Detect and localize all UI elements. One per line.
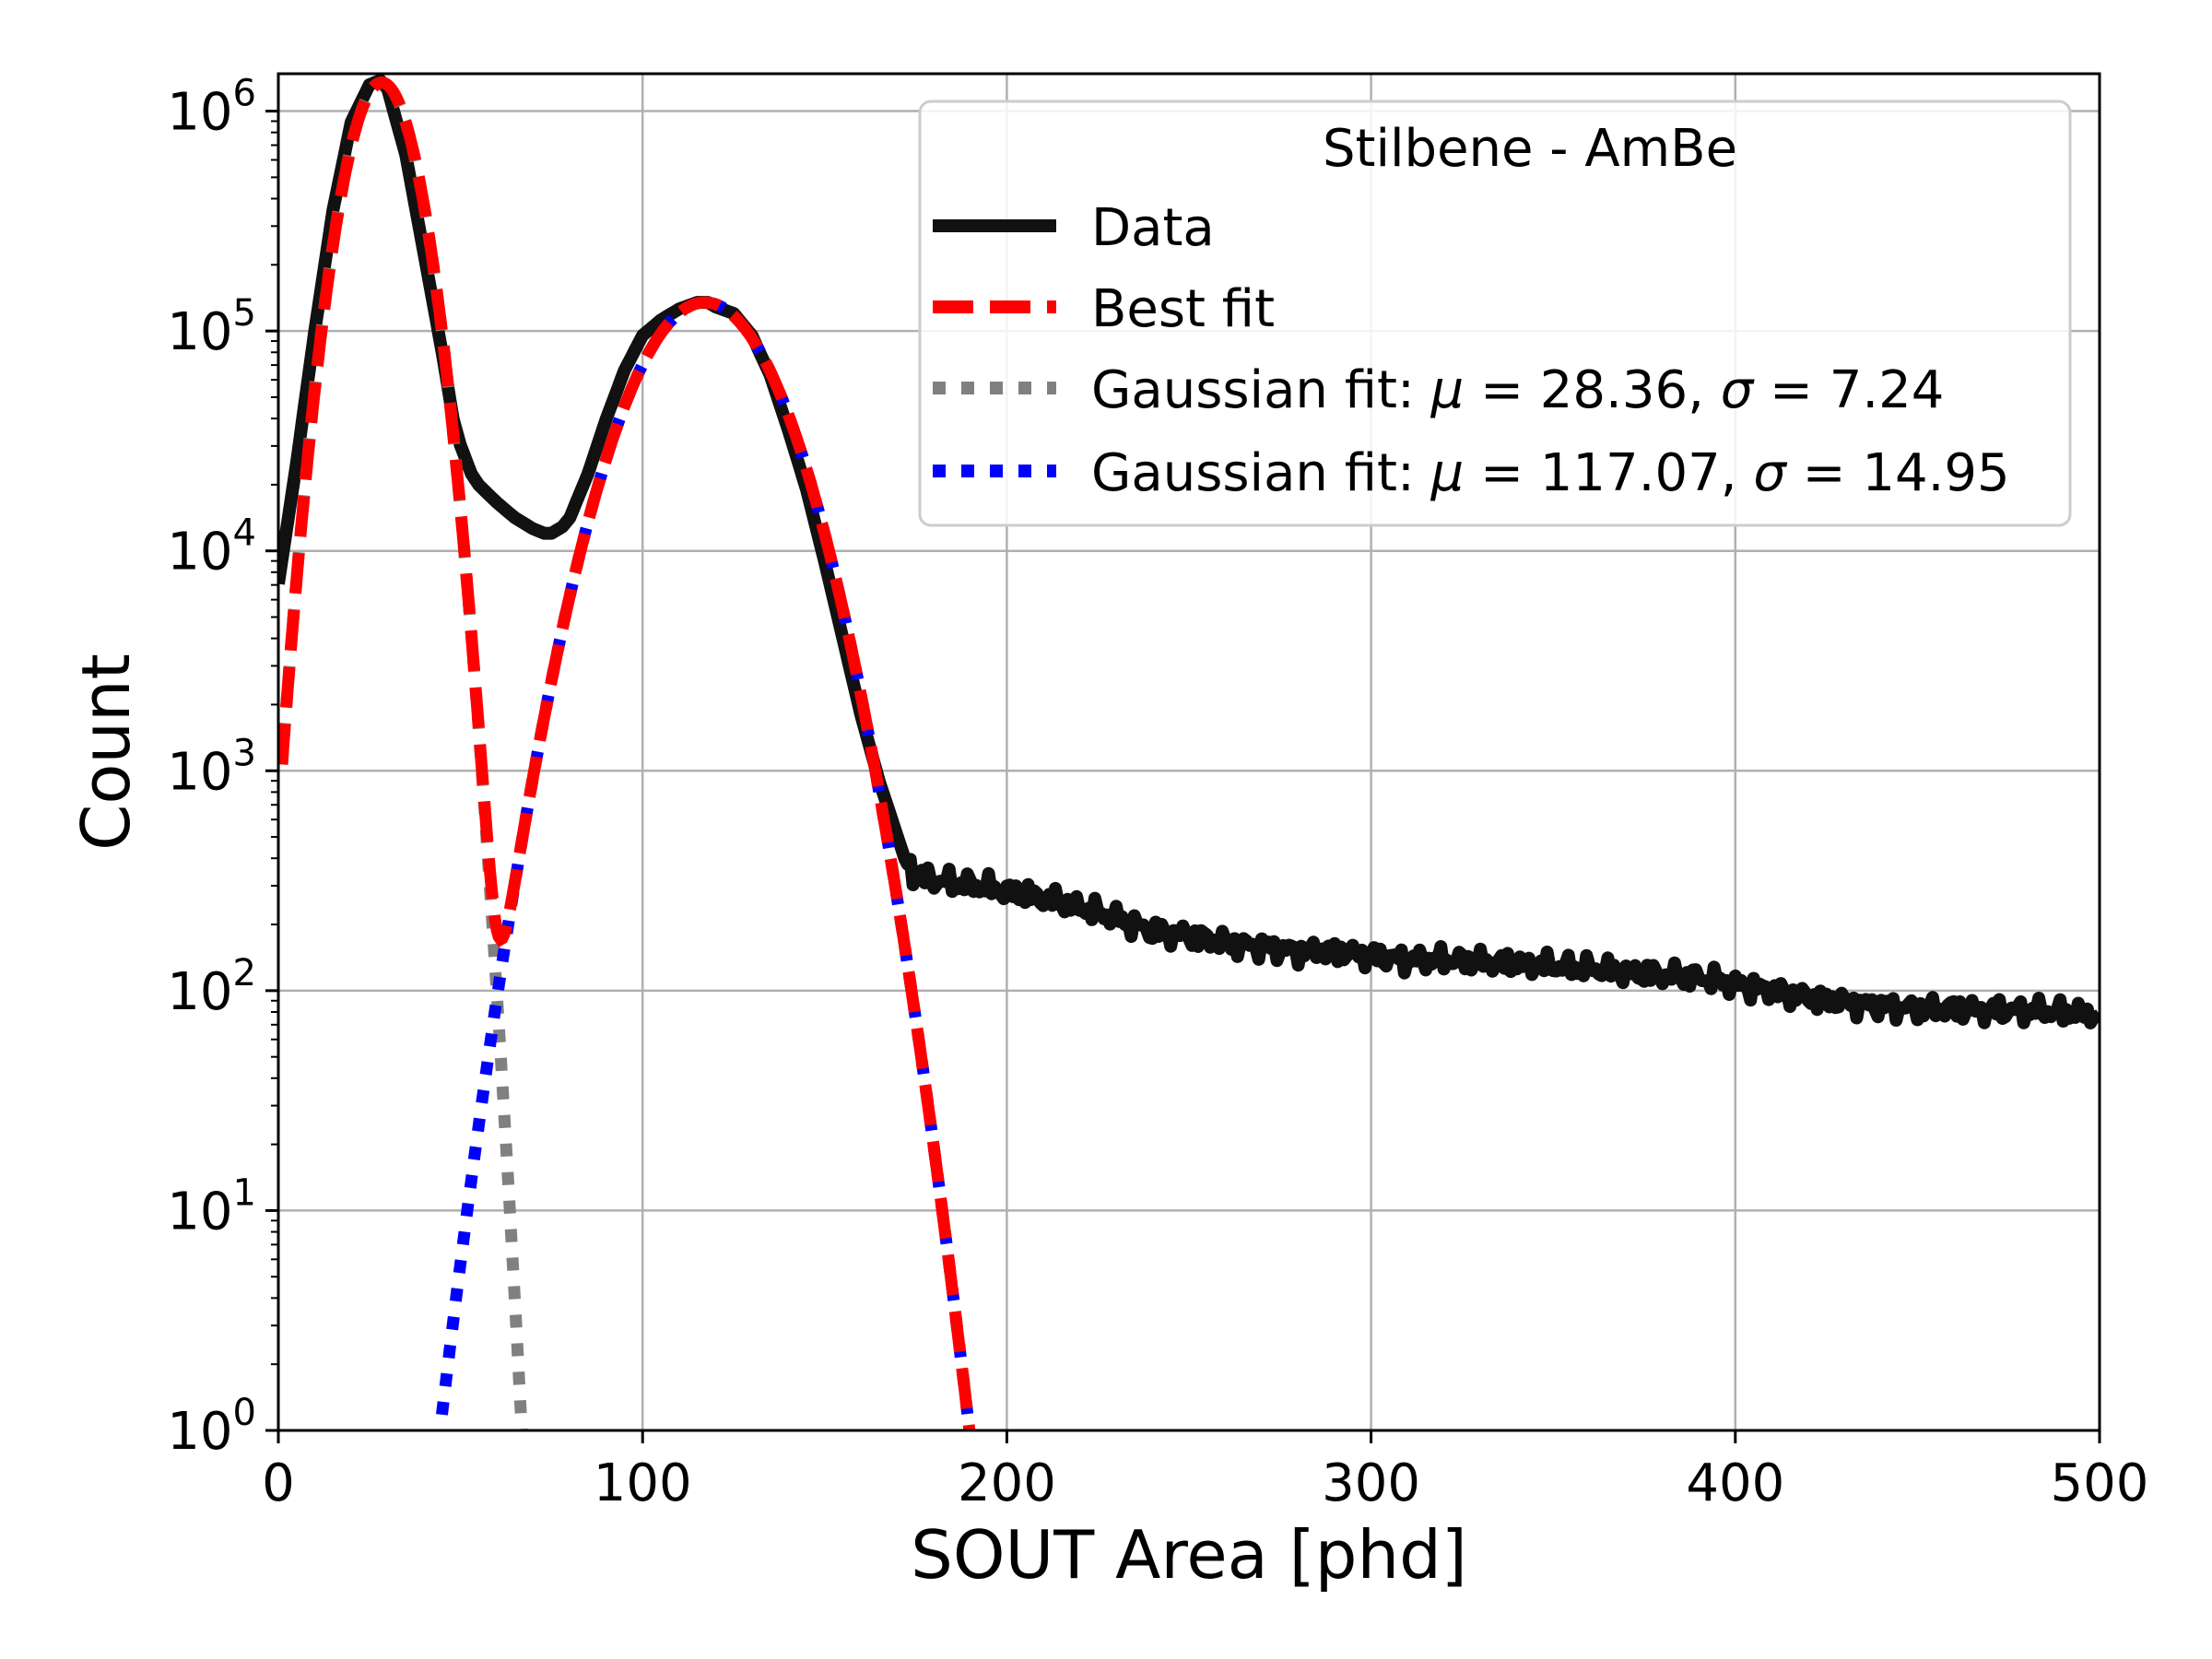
x-tick-label: 200 <box>958 1453 1056 1513</box>
y-tick-label: 102 <box>167 952 256 1022</box>
x-tick-label: 500 <box>2051 1453 2149 1513</box>
legend-title: Stilbene - AmBe <box>1323 119 1737 179</box>
legend-label-gaussian-1: Gaussian fit: μ = 28.36, σ = 7.24 <box>1091 360 1944 420</box>
y-tick-label: 101 <box>167 1171 256 1241</box>
legend: Stilbene - AmBe Data Best fit Gaussian f… <box>918 100 2072 527</box>
y-tick-label: 104 <box>167 512 256 582</box>
series-layer <box>278 74 2100 1430</box>
y-tick-label: 103 <box>167 732 256 802</box>
series-data-line <box>278 74 2100 1030</box>
x-tick-label: 300 <box>1322 1453 1420 1513</box>
legend-label-data: Data <box>1091 198 1215 258</box>
x-axis-title: SOUT Area [phd] <box>911 1516 1467 1594</box>
y-axis-title: Count <box>67 653 145 851</box>
series-best-fit-line <box>278 76 976 1430</box>
y-tick-label: 106 <box>167 73 256 143</box>
x-tick-label: 400 <box>1686 1453 1784 1513</box>
plot-frame <box>276 72 2101 1432</box>
legend-label-best-fit: Best fit <box>1091 279 1275 339</box>
y-tick-label: 100 <box>167 1392 256 1462</box>
x-tick-label: 0 <box>262 1453 295 1513</box>
legend-label-gaussian-2: Gaussian fit: μ = 117.07, σ = 14.95 <box>1091 443 2010 503</box>
x-tick-label: 100 <box>594 1453 692 1513</box>
legend-box <box>918 100 2072 527</box>
y-tick-label: 105 <box>167 292 256 362</box>
